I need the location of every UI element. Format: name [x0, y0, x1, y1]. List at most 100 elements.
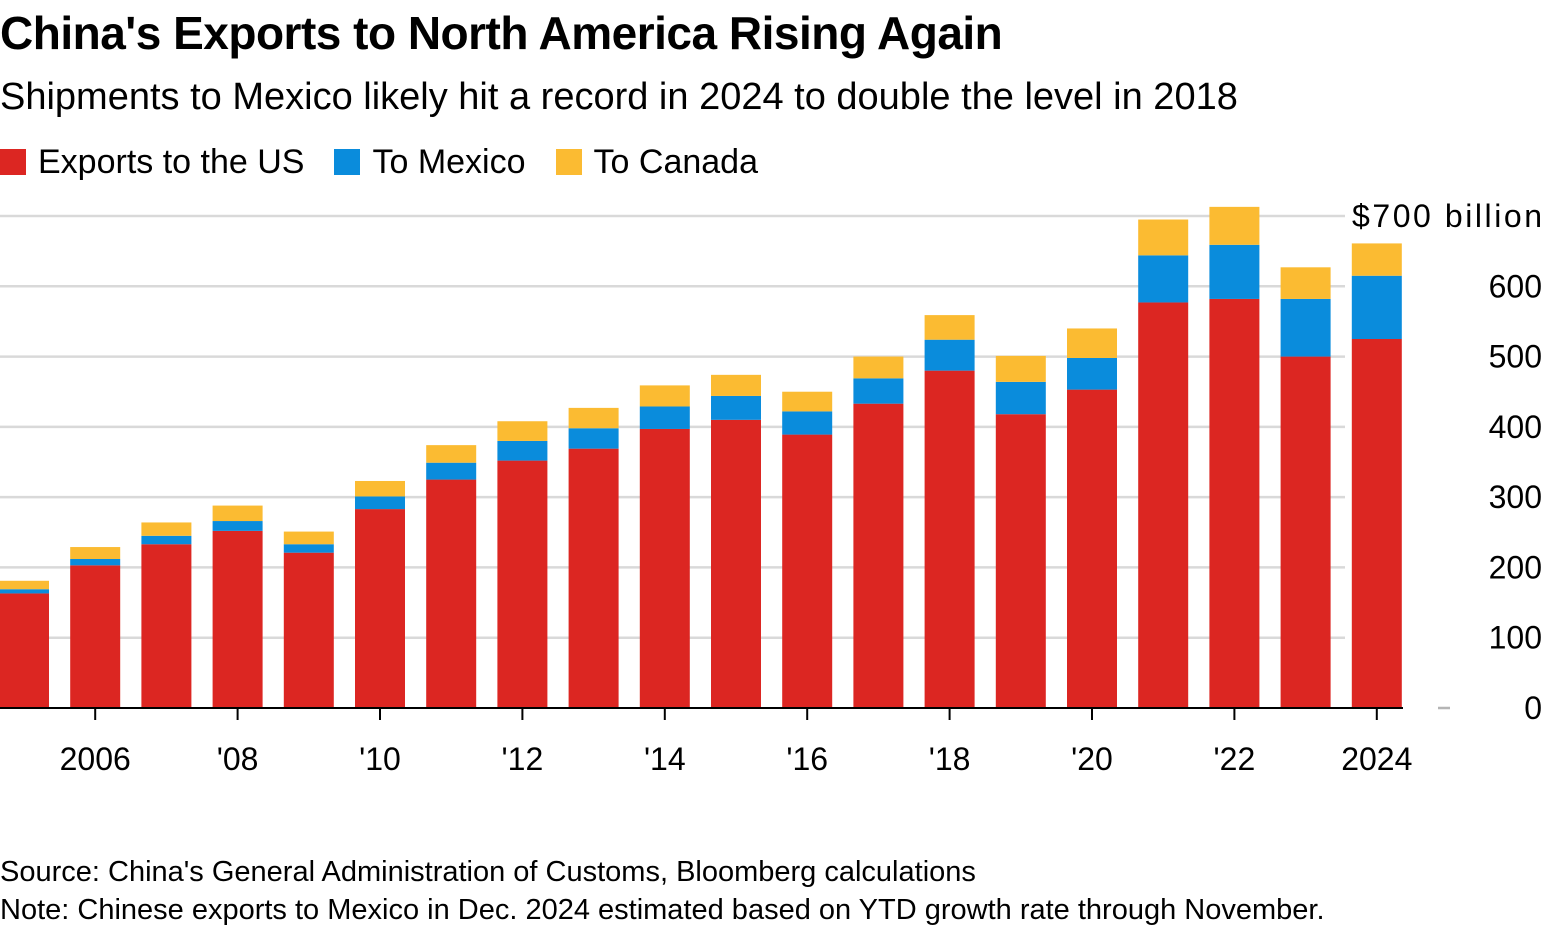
- y-tick-label-100: 100: [1489, 620, 1542, 656]
- bar-mexico-2020: [1067, 357, 1117, 390]
- bar-group-2020: [1067, 328, 1117, 708]
- bar-group-2017: [853, 356, 904, 708]
- bar-us-2018: [924, 370, 975, 708]
- legend-item-mexico: To Mexico: [334, 142, 526, 182]
- legend: Exports to the US To Mexico To Canada: [0, 140, 788, 184]
- bar-group-2021: [1138, 219, 1189, 708]
- bar-mexico-2018: [924, 339, 975, 371]
- x-tick-label-2016: '16: [786, 741, 828, 777]
- bar-us-2005: [0, 593, 49, 708]
- bar-canada-2005: [0, 580, 49, 590]
- y-tick-label-500: 500: [1489, 339, 1542, 375]
- bar-group-2012: [497, 421, 548, 708]
- bar-mexico-2005: [0, 589, 49, 594]
- y-tick-label-200: 200: [1489, 549, 1542, 585]
- bar-group-2022: [1209, 206, 1260, 708]
- bar-mexico-2012: [497, 440, 548, 461]
- bar-us-2008: [212, 530, 263, 708]
- bar-mexico-2006: [70, 558, 121, 566]
- legend-label-mexico: To Mexico: [372, 142, 526, 181]
- legend-swatch-canada: [555, 149, 582, 175]
- bar-us-2012: [497, 460, 548, 708]
- bar-mexico-2014: [639, 406, 690, 429]
- footnote: Note: Chinese exports to Mexico in Dec. …: [0, 894, 1325, 926]
- y-tick-label-400: 400: [1489, 409, 1542, 445]
- source-note: Source: China's General Administration o…: [0, 856, 976, 888]
- legend-item-us: Exports to the US: [0, 143, 304, 182]
- bar-canada-2015: [711, 374, 761, 396]
- chart-title: China's Exports to North America Rising …: [0, 7, 1003, 59]
- x-tick-label-2006: 2006: [60, 741, 131, 777]
- x-tick-label-2008: '08: [217, 741, 259, 777]
- y-tick-label-300: 300: [1489, 479, 1542, 515]
- bar-us-2007: [141, 544, 192, 708]
- bar-canada-2019: [995, 355, 1046, 382]
- bar-mexico-2016: [782, 411, 833, 435]
- bar-group-2016: [782, 391, 833, 708]
- bar-canada-2023: [1280, 267, 1331, 299]
- bar-mexico-2019: [995, 381, 1046, 415]
- bar-canada-2014: [639, 385, 690, 407]
- bar-us-2024: [1351, 339, 1402, 708]
- bar-mexico-2010: [355, 496, 405, 510]
- bar-mexico-2008: [212, 521, 263, 531]
- x-tick-label-2010: '10: [359, 741, 401, 777]
- bar-canada-2007: [141, 522, 192, 536]
- y-tick-label-700: $700 billion: [1352, 198, 1542, 234]
- bar-mexico-2011: [426, 462, 477, 480]
- legend-swatch-us: [0, 149, 26, 175]
- bar-us-2014: [639, 428, 690, 708]
- legend-label-canada: To Canada: [593, 142, 758, 181]
- bar-group-2007: [141, 522, 192, 708]
- bar-canada-2022: [1209, 206, 1260, 245]
- bar-canada-2009: [283, 531, 334, 545]
- bar-mexico-2024: [1351, 275, 1402, 339]
- y-tick-label-600: 600: [1489, 268, 1542, 304]
- bar-us-2013: [568, 448, 619, 708]
- bar-group-2015: [711, 374, 761, 708]
- bar-canada-2021: [1138, 219, 1189, 256]
- bar-group-2008: [212, 505, 263, 708]
- bar-mexico-2007: [141, 535, 192, 545]
- bar-us-2010: [355, 509, 405, 708]
- bar-group-2009: [283, 531, 334, 708]
- bar-mexico-2017: [853, 378, 904, 404]
- bar-us-2017: [853, 403, 904, 708]
- bar-us-2009: [283, 552, 334, 708]
- bar-canada-2010: [355, 480, 405, 497]
- bar-us-2011: [426, 479, 477, 708]
- bar-us-2019: [995, 414, 1046, 708]
- y-tick-label-0: 0: [1524, 690, 1542, 726]
- x-tick-label-2020: '20: [1071, 741, 1113, 777]
- bar-canada-2008: [212, 505, 263, 522]
- bar-canada-2013: [568, 407, 619, 429]
- bar-mexico-2013: [568, 428, 619, 449]
- bar-canada-2016: [782, 391, 833, 412]
- bar-us-2016: [782, 434, 833, 708]
- bar-group-2005: [0, 580, 49, 708]
- bar-mexico-2022: [1209, 244, 1260, 299]
- x-tick-label-2014: '14: [644, 741, 686, 777]
- x-tick-label-2024: 2024: [1341, 741, 1412, 777]
- bar-group-2018: [924, 315, 975, 708]
- bar-mexico-2015: [711, 395, 761, 420]
- bar-canada-2018: [924, 315, 975, 340]
- bar-group-2019: [995, 355, 1046, 708]
- legend-swatch-mexico: [334, 149, 361, 175]
- bar-mexico-2021: [1138, 255, 1189, 303]
- legend-label-us: Exports to the US: [38, 142, 305, 181]
- bar-canada-2006: [70, 547, 121, 559]
- bar-group-2024: [1351, 243, 1402, 708]
- bar-canada-2011: [426, 445, 477, 463]
- x-tick-label-2022: '22: [1214, 741, 1256, 777]
- bars: [0, 206, 1402, 708]
- bar-us-2020: [1067, 389, 1117, 708]
- bar-mexico-2009: [283, 544, 334, 553]
- bar-group-2011: [426, 445, 477, 708]
- bar-canada-2012: [497, 421, 548, 441]
- bar-us-2015: [711, 419, 761, 708]
- x-tick-label-2018: '18: [929, 741, 971, 777]
- bar-group-2010: [355, 480, 405, 708]
- stacked-bar-chart: $700 billion 600 500 400 300 200 100 0 2006 '08 '1…: [0, 198, 1542, 777]
- bar-canada-2020: [1067, 328, 1117, 358]
